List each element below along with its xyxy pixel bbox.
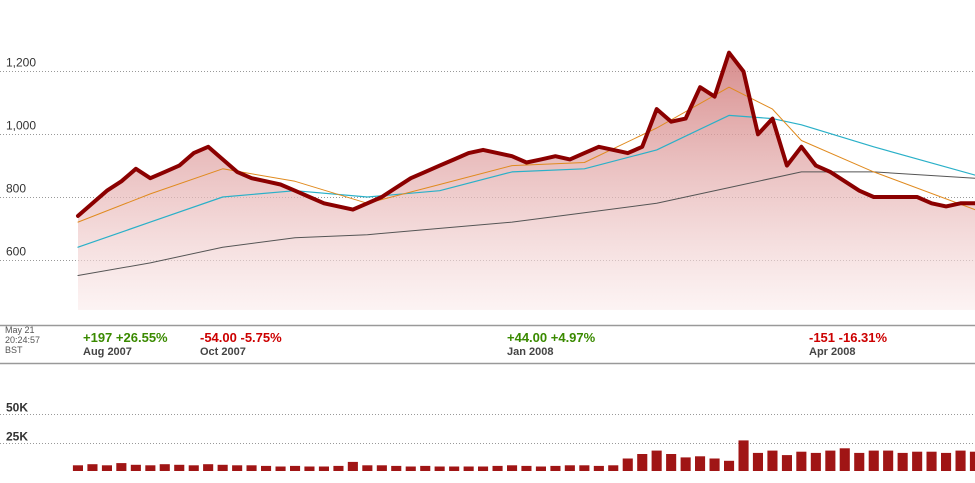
- volume-bar: [651, 450, 662, 471]
- period-jan-2008: +44.00 +4.97% Jan 2008: [507, 330, 595, 358]
- timestamp-zone: BST: [5, 345, 23, 355]
- period-oct-2007: -54.00 -5.75% Oct 2007: [200, 330, 282, 358]
- volume-bar: [810, 452, 821, 471]
- y-tick-label: 1,200: [6, 56, 36, 70]
- volume-bar: [912, 451, 923, 471]
- volume-bar: [680, 457, 691, 471]
- volume-bar: [724, 460, 735, 471]
- series-line-price: [76, 50, 975, 218]
- volume-bar: [145, 465, 156, 471]
- price-area-fill: [78, 52, 975, 310]
- volume-bar: [622, 458, 633, 471]
- volume-bar: [593, 465, 604, 471]
- period-apr-2008: -151 -16.31% Apr 2008: [809, 330, 887, 358]
- period-label: Jan 2008: [507, 346, 554, 358]
- timestamp-date: May 21: [5, 325, 35, 335]
- volume-bar: [203, 464, 214, 471]
- period-label: Apr 2008: [809, 346, 856, 358]
- timestamp-time: 20:24:57: [5, 335, 41, 345]
- volume-bar: [535, 466, 546, 471]
- y-tick-label: 1,000: [6, 119, 36, 133]
- volume-bar: [87, 464, 98, 471]
- timestamp: May 21 20:24:57 BST: [5, 325, 40, 355]
- volume-tick-label: 50K: [6, 401, 28, 415]
- y-tick-label: 800: [6, 182, 26, 196]
- volume-bar: [839, 448, 850, 471]
- volume-bar: [116, 463, 127, 471]
- volume-bar: [695, 456, 706, 471]
- volume-bar: [304, 466, 315, 471]
- volume-bars: [72, 440, 975, 471]
- series-lines: [76, 50, 975, 276]
- volume-bar: [854, 452, 865, 471]
- volume-bar: [362, 465, 373, 471]
- volume-bar: [709, 458, 720, 471]
- volume-bar: [521, 465, 532, 471]
- volume-bar: [738, 440, 749, 471]
- volume-bar: [564, 465, 575, 471]
- volume-bar: [781, 455, 792, 471]
- volume-bar: [637, 454, 648, 471]
- period-aug-2007: +197 +26.55% Aug 2007: [83, 330, 168, 358]
- period-label: Oct 2007: [200, 346, 246, 358]
- volume-bar: [101, 465, 112, 471]
- volume-bar: [463, 466, 474, 471]
- volume-bar: [492, 465, 503, 471]
- volume-bar: [666, 454, 677, 471]
- y-tick-label: 600: [6, 245, 26, 259]
- volume-bar: [969, 451, 975, 471]
- volume-bar: [926, 451, 937, 471]
- y-axis: 1,200 1,000 800 600: [6, 56, 36, 259]
- period-change: -151 -16.31%: [809, 330, 888, 345]
- period-change: +197 +26.55%: [83, 330, 168, 345]
- volume-bar: [883, 450, 894, 471]
- volume-bar: [72, 465, 83, 471]
- volume-bar: [767, 450, 778, 471]
- volume-bar: [188, 465, 199, 471]
- volume-axis: 50K 25K: [6, 401, 28, 444]
- volume-bar: [376, 465, 387, 471]
- volume-tick-label: 25K: [6, 430, 28, 444]
- volume-bar: [246, 465, 257, 471]
- volume-bar: [174, 464, 185, 471]
- period-change: -54.00 -5.75%: [200, 330, 282, 345]
- volume-bar: [478, 466, 489, 471]
- volume-bar: [420, 465, 431, 471]
- volume-bar: [550, 465, 561, 471]
- volume-bar: [796, 451, 807, 471]
- price-area: [78, 52, 975, 310]
- volume-bar: [579, 465, 590, 471]
- volume-bar: [391, 465, 402, 471]
- period-label: Aug 2007: [83, 346, 132, 358]
- volume-bar: [868, 450, 879, 471]
- volume-bar: [290, 465, 301, 471]
- volume-bar: [333, 465, 344, 471]
- volume-bar: [347, 461, 358, 471]
- volume-bar: [941, 452, 952, 471]
- volume-bar: [405, 466, 416, 471]
- volume-bar: [434, 466, 445, 471]
- volume-bar: [507, 465, 518, 471]
- volume-bar: [752, 452, 763, 471]
- volume-bar: [232, 465, 243, 471]
- volume-bar: [825, 450, 836, 471]
- series-line-ma-mid: [77, 114, 975, 248]
- volume-bar: [608, 465, 619, 471]
- period-change: +44.00 +4.97%: [507, 330, 596, 345]
- volume-bar: [318, 466, 329, 471]
- volume-bar: [261, 465, 272, 471]
- volume-bar: [159, 464, 170, 471]
- volume-bar: [275, 466, 286, 471]
- series-line-ma-slow: [77, 171, 975, 276]
- volume-bar: [217, 464, 228, 471]
- volume-bar: [897, 452, 908, 471]
- volume-bar: [449, 466, 460, 471]
- volume-bar: [955, 450, 966, 471]
- volume-bar: [130, 464, 141, 471]
